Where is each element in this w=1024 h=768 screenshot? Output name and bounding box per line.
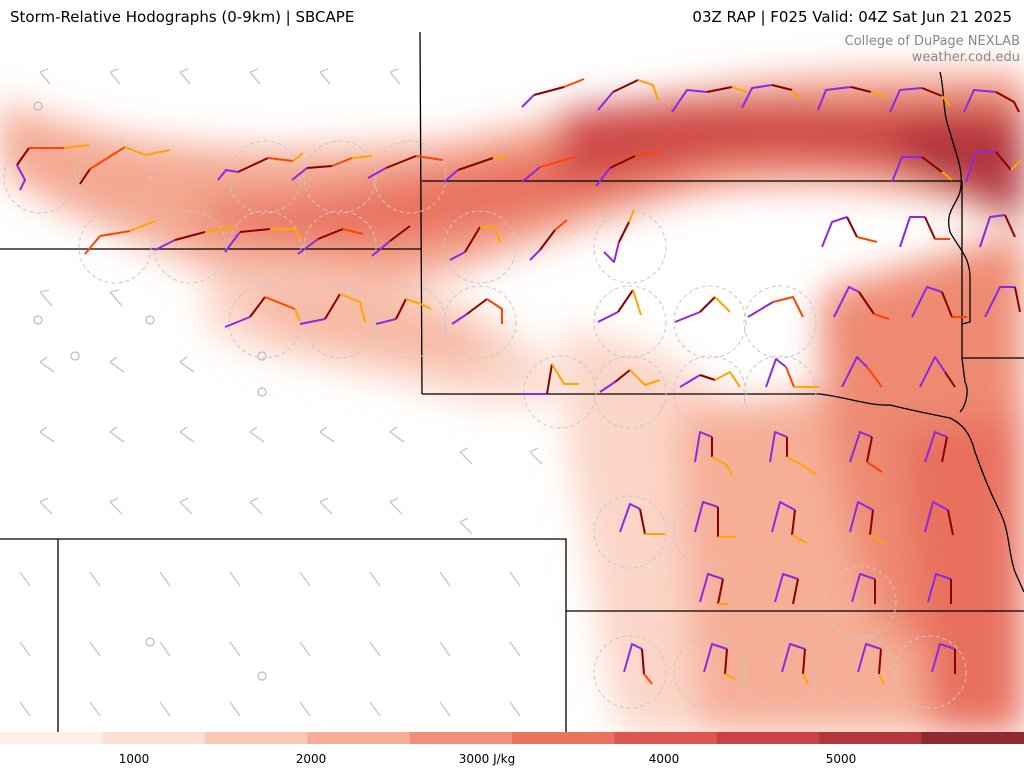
hodograph — [919, 356, 956, 388]
hodograph — [671, 86, 748, 113]
hodograph — [765, 358, 819, 388]
hodograph — [927, 573, 952, 604]
calm-markers — [33, 101, 267, 681]
hodograph — [375, 298, 432, 325]
hodograph — [367, 155, 444, 179]
hodograph — [679, 371, 741, 388]
hodograph — [984, 286, 1021, 318]
colorbar-swatch — [512, 732, 616, 744]
hodograph — [769, 431, 818, 476]
hodograph — [217, 152, 304, 181]
cape-shading — [0, 72, 1024, 732]
hodograph — [521, 78, 585, 108]
hodographs — [16, 78, 1022, 685]
colorbar-swatch — [614, 732, 718, 744]
colorbar-swatch — [102, 732, 206, 744]
colorbar-label: 4000 — [648, 752, 680, 766]
hodograph — [891, 156, 953, 183]
hodograph — [299, 293, 366, 325]
hodograph — [79, 146, 171, 185]
title-right: 03Z RAP | F025 Valid: 04Z Sat Jun 21 202… — [692, 8, 1012, 26]
hodograph — [603, 209, 635, 263]
hodograph — [857, 643, 885, 685]
hodograph — [821, 216, 878, 248]
hodograph — [16, 144, 90, 191]
hodograph — [911, 286, 967, 318]
hodograph — [849, 431, 883, 473]
colorbar-swatch — [204, 732, 309, 744]
hodograph — [291, 155, 373, 181]
hodograph — [924, 431, 948, 463]
hodograph — [851, 573, 876, 604]
map-panel: College of DuPage NEXLAB weather.cod.edu — [0, 32, 1024, 732]
hodograph — [597, 289, 642, 323]
colorbar-label: 3000 J/kg — [458, 752, 516, 766]
hodograph — [619, 503, 665, 535]
colorbar-swatch — [819, 732, 923, 744]
hodograph — [297, 228, 364, 255]
hodograph — [224, 228, 301, 253]
credit-line1: College of DuPage NEXLAB — [844, 34, 1020, 49]
hodograph — [699, 573, 728, 605]
wind-barbs — [19, 68, 543, 717]
hodograph — [449, 226, 501, 261]
colorbar-label: 5000 — [825, 752, 857, 766]
map-svg — [0, 32, 1024, 732]
hodograph — [595, 150, 661, 187]
hodograph — [599, 369, 661, 393]
colorbar-swatch — [921, 732, 1024, 744]
colorbar-swatch — [307, 732, 411, 744]
title-left: Storm-Relative Hodographs (0-9km) | SBCA… — [10, 8, 355, 26]
state-boundaries — [0, 32, 1024, 732]
hodograph — [889, 87, 951, 113]
hodograph — [224, 296, 301, 328]
hodograph — [771, 501, 808, 544]
hodograph — [443, 155, 509, 183]
hodograph — [774, 573, 799, 605]
hodograph — [597, 79, 659, 111]
hodograph — [965, 151, 1022, 183]
hodograph — [979, 214, 1016, 248]
hodograph — [371, 225, 411, 257]
hodograph — [154, 226, 236, 251]
hodograph — [529, 219, 568, 261]
hodograph — [931, 643, 956, 674]
hodograph — [451, 298, 503, 325]
hodograph — [747, 296, 804, 318]
hodograph — [522, 363, 579, 395]
hodograph — [899, 216, 950, 248]
hodograph — [694, 501, 736, 538]
hodograph — [623, 643, 653, 685]
hodograph — [703, 643, 736, 680]
hodograph — [817, 86, 887, 111]
colorbar-swatch — [716, 732, 821, 744]
colorbar-swatch — [0, 732, 104, 744]
hodograph — [694, 431, 733, 476]
hodograph — [84, 220, 156, 255]
hodograph — [924, 501, 954, 536]
hodograph — [741, 84, 801, 109]
hodograph — [849, 501, 886, 544]
colorbar-swatch — [409, 732, 513, 744]
hodograph — [781, 643, 809, 685]
colorbar-label: 2000 — [295, 752, 327, 766]
hodograph — [521, 156, 576, 183]
hodograph — [833, 286, 890, 320]
hodograph-rings — [3, 140, 967, 709]
credit-line2: weather.cod.edu — [911, 50, 1020, 65]
colorbar-label: 1000 — [118, 752, 150, 766]
hodograph — [674, 296, 731, 323]
hodograph — [963, 89, 1020, 113]
colorbar — [0, 732, 1024, 744]
hodograph — [841, 356, 883, 388]
